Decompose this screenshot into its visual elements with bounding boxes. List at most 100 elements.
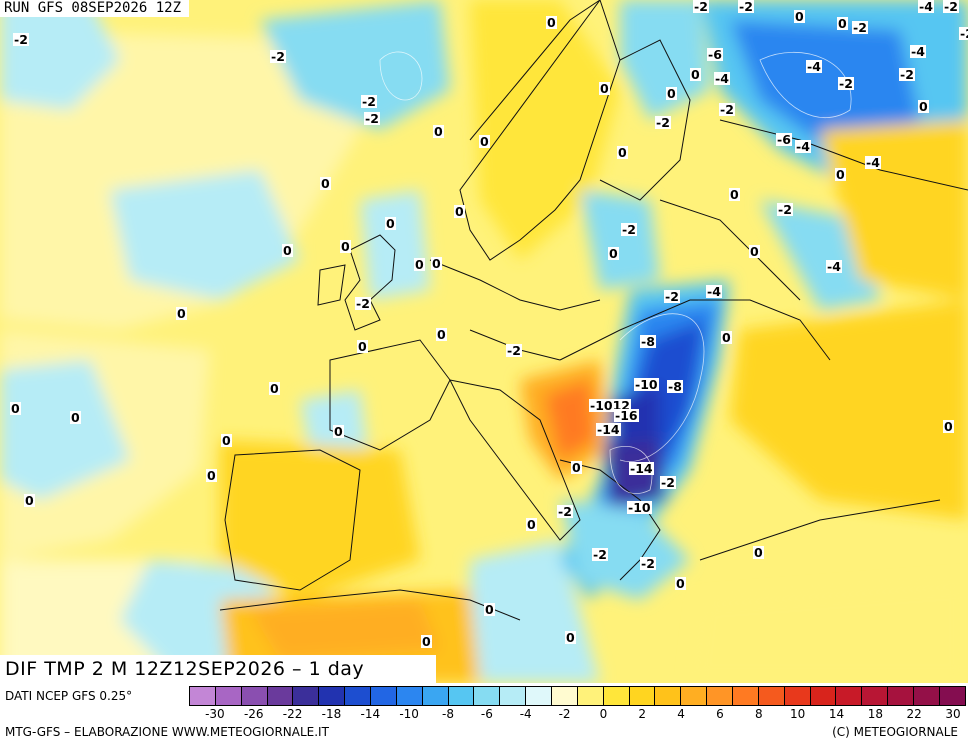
contour-value-label: 0 bbox=[333, 424, 344, 439]
contour-value-label: 0 bbox=[221, 433, 232, 448]
scale-tick-label: 2 bbox=[638, 707, 647, 721]
contour-value-label: -4 bbox=[826, 259, 842, 274]
contour-value-label: -2 bbox=[361, 94, 377, 109]
contour-value-label: 0 bbox=[943, 419, 954, 434]
contour-value-label: 0 bbox=[617, 145, 628, 160]
contour-value-label: -4 bbox=[714, 71, 730, 86]
contour-value-label: -2 bbox=[270, 49, 286, 64]
color-swatch bbox=[707, 687, 734, 705]
contour-value-label: -2 bbox=[959, 27, 968, 40]
contour-value-label: -16 bbox=[614, 408, 639, 423]
contour-value-label: -2 bbox=[506, 343, 522, 358]
contour-value-label: -2 bbox=[852, 20, 868, 35]
color-swatch bbox=[888, 687, 915, 705]
run-title: RUN GFS 08SEP2026 12Z bbox=[0, 0, 190, 17]
scale-tick-label: 30 bbox=[945, 707, 961, 721]
contour-value-label: -2 bbox=[355, 296, 371, 311]
contour-value-label: 0 bbox=[753, 545, 764, 560]
contour-value-label: -2 bbox=[777, 202, 793, 217]
contour-value-label: -14 bbox=[596, 422, 621, 437]
contour-value-label: -8 bbox=[640, 334, 656, 349]
color-swatch bbox=[267, 687, 294, 705]
color-swatch bbox=[526, 687, 553, 705]
scale-tick-label: -26 bbox=[243, 707, 264, 721]
contour-value-label: 0 bbox=[599, 81, 610, 96]
contour-value-label: 0 bbox=[385, 216, 396, 231]
scale-tick-label: 14 bbox=[828, 707, 845, 721]
data-source-label: DATI NCEP GFS 0.25° bbox=[5, 689, 133, 703]
isolines bbox=[379, 51, 852, 494]
contour-value-label: 0 bbox=[526, 517, 537, 532]
contour-value-label: -2 bbox=[943, 0, 959, 14]
contour-value-label: -2 bbox=[838, 76, 854, 91]
contour-value-label: 0 bbox=[70, 410, 81, 425]
contour-value-label: -6 bbox=[707, 47, 723, 62]
contour-value-label: 0 bbox=[357, 339, 368, 354]
contour-value-label: 0 bbox=[794, 9, 805, 24]
contour-value-label: 0 bbox=[571, 460, 582, 475]
contour-value-label: -2 bbox=[693, 0, 709, 14]
scale-tick-label: -10 bbox=[399, 707, 419, 721]
contour-value-label: -2 bbox=[738, 0, 754, 14]
contour-value-label: 0 bbox=[565, 630, 576, 645]
color-swatch bbox=[319, 687, 346, 705]
scale-tick-label: -18 bbox=[321, 707, 342, 721]
color-swatch bbox=[939, 687, 965, 705]
contour-value-label: 0 bbox=[340, 239, 351, 254]
contour-value-label: 0 bbox=[206, 468, 217, 483]
contour-value-label: 0 bbox=[608, 246, 619, 261]
contour-value-label: -4 bbox=[795, 139, 811, 154]
scale-tick-label: 6 bbox=[716, 707, 724, 721]
scale-tick-label: 22 bbox=[906, 707, 922, 721]
color-swatch bbox=[190, 687, 216, 705]
contour-value-label: 0 bbox=[729, 187, 740, 202]
contour-value-label: -2 bbox=[660, 475, 676, 490]
scale-tick-label: 0 bbox=[599, 707, 608, 721]
scale-tick-label: -6 bbox=[480, 707, 493, 721]
contour-value-label: -10 bbox=[634, 377, 659, 392]
scale-tick-label: -4 bbox=[519, 707, 532, 721]
scale-tick-label: -8 bbox=[442, 707, 454, 721]
scale-tick-label: -2 bbox=[558, 707, 571, 721]
contour-value-label: 0 bbox=[690, 67, 701, 82]
contour-value-label: 0 bbox=[320, 176, 331, 191]
color-swatch bbox=[862, 687, 889, 705]
scale-tick-label: -14 bbox=[360, 707, 381, 721]
color-swatch bbox=[371, 687, 397, 705]
contour-value-label: -6 bbox=[776, 132, 792, 147]
contour-value-label: 0 bbox=[414, 257, 425, 272]
color-swatch bbox=[474, 687, 501, 705]
color-swatch bbox=[215, 687, 242, 705]
copyright-text: (C) METEOGIORNALE bbox=[832, 725, 958, 739]
color-swatch bbox=[758, 687, 785, 705]
coastlines bbox=[219, 0, 968, 621]
contour-value-label: 0 bbox=[10, 401, 21, 416]
color-swatch bbox=[784, 687, 811, 705]
color-swatch bbox=[396, 687, 423, 705]
color-scale-bar bbox=[189, 686, 966, 706]
contour-value-label: -2 bbox=[621, 222, 637, 237]
credit-text: MTG-GFS – ELABORAZIONE WWW.METEOGIORNALE… bbox=[5, 725, 329, 739]
contour-value-label: 0 bbox=[675, 576, 686, 591]
color-swatch bbox=[448, 687, 475, 705]
contour-value-label: -2 bbox=[13, 32, 29, 47]
contour-value-label: 0 bbox=[546, 15, 557, 30]
map-canvas bbox=[0, 0, 968, 683]
color-swatch bbox=[345, 687, 372, 705]
color-swatch bbox=[293, 687, 320, 705]
contour-value-label: 0 bbox=[176, 306, 187, 321]
contour-value-label: 0 bbox=[436, 327, 447, 342]
anomaly-fill bbox=[0, 0, 968, 683]
contour-value-label: 0 bbox=[837, 16, 848, 31]
color-swatch bbox=[810, 687, 837, 705]
scale-tick-label: -30 bbox=[205, 707, 225, 721]
scale-tick-label: 8 bbox=[754, 707, 763, 721]
contour-value-label: -8 bbox=[667, 379, 683, 394]
contour-value-label: 0 bbox=[282, 243, 293, 258]
color-swatch bbox=[577, 687, 604, 705]
contour-value-label: -14 bbox=[629, 461, 654, 476]
contour-value-label: 0 bbox=[484, 602, 495, 617]
contour-value-label: -2 bbox=[899, 67, 915, 82]
color-swatch bbox=[500, 687, 527, 705]
contour-value-label: 0 bbox=[479, 134, 490, 149]
